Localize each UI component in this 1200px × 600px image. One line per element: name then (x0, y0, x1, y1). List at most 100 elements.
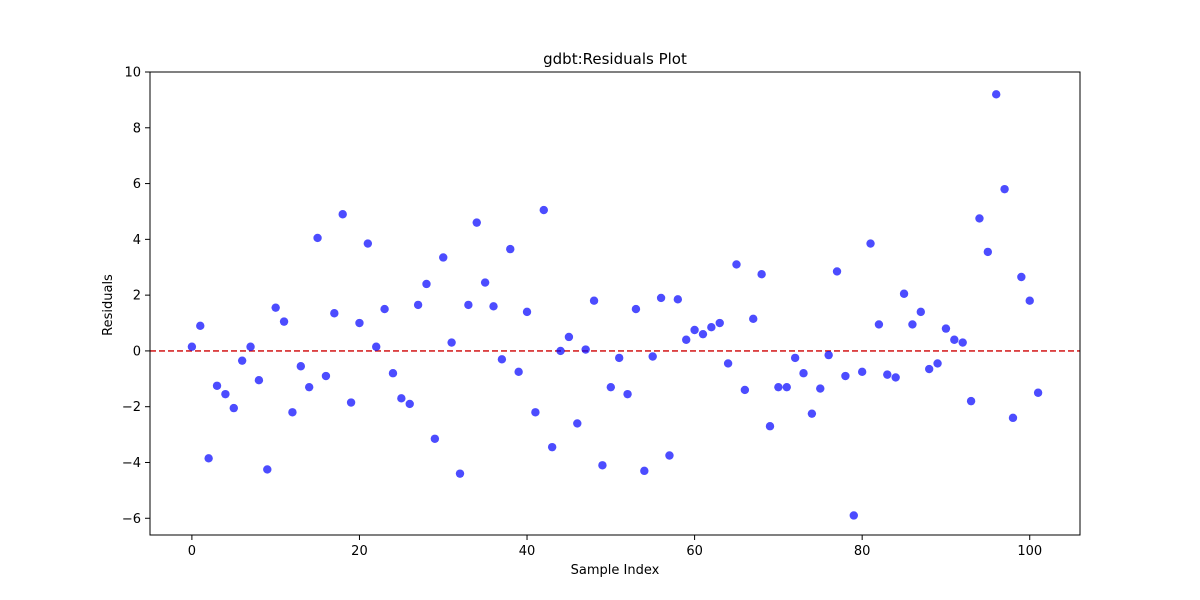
data-point (263, 465, 272, 474)
data-point (966, 396, 976, 406)
data-point (740, 385, 750, 395)
y-tick-label: 4 (133, 233, 141, 248)
data-point (1025, 296, 1034, 305)
data-point (363, 239, 373, 248)
data-point (464, 300, 473, 310)
data-point (480, 278, 490, 287)
data-point (715, 318, 724, 328)
data-point (673, 295, 683, 304)
data-point (824, 350, 833, 360)
data-point (547, 442, 557, 452)
data-point (447, 338, 456, 347)
data-point (765, 422, 775, 431)
data-point (698, 329, 708, 339)
data-point (229, 403, 238, 413)
data-point (506, 244, 515, 254)
y-axis-label: Residuals (101, 274, 116, 336)
data-point (313, 233, 322, 243)
data-point (330, 309, 339, 318)
data-point (522, 307, 532, 317)
data-point (204, 454, 213, 463)
data-point (573, 419, 582, 428)
data-point (422, 279, 431, 289)
data-point (640, 466, 649, 476)
data-point (992, 90, 1001, 99)
data-point (656, 293, 666, 303)
data-point (866, 239, 875, 248)
y-tick-label: 2 (133, 289, 141, 304)
data-point (857, 367, 867, 377)
data-point (874, 320, 884, 329)
data-point (187, 342, 197, 351)
x-tick-label: 20 (351, 544, 368, 559)
data-point (304, 382, 314, 392)
data-point (196, 321, 205, 331)
x-tick-label: 0 (188, 544, 196, 559)
data-point (732, 260, 741, 269)
x-tick-label: 60 (686, 544, 703, 559)
data-point (439, 253, 448, 262)
data-point (757, 270, 766, 279)
data-point (606, 382, 616, 392)
x-tick-label: 40 (519, 544, 536, 559)
data-point (707, 323, 716, 332)
y-tick-label: 10 (124, 66, 141, 81)
plot-area: 0 20 40 60 80 100 −6 −4 −2 0 2 4 6 8 10 (122, 66, 1081, 559)
data-point (514, 367, 523, 377)
data-point (380, 304, 389, 314)
data-point (648, 352, 657, 361)
y-tick-label: −2 (122, 400, 141, 415)
data-point (372, 342, 381, 351)
data-point (288, 408, 297, 417)
data-point (975, 214, 984, 223)
data-point (807, 409, 817, 418)
data-point (774, 382, 783, 392)
y-tick-label: 0 (133, 344, 141, 359)
data-point (623, 389, 632, 399)
data-point (455, 469, 465, 478)
data-point (564, 332, 574, 342)
data-point (690, 325, 699, 335)
data-point (430, 434, 440, 443)
data-point (346, 398, 356, 407)
data-point (321, 371, 331, 381)
data-point (816, 384, 825, 393)
data-point (279, 317, 289, 326)
data-point (782, 382, 791, 392)
data-point (832, 267, 842, 276)
data-point (598, 461, 607, 470)
data-point (237, 356, 247, 365)
data-point (749, 314, 758, 324)
data-point (883, 370, 892, 379)
data-point (665, 451, 674, 460)
data-point (891, 373, 900, 382)
data-point (296, 362, 306, 371)
data-point (933, 359, 942, 368)
data-point (1000, 184, 1009, 194)
data-point (246, 342, 255, 351)
x-tick-label: 100 (1017, 544, 1042, 559)
data-point (497, 355, 507, 364)
data-point (581, 345, 590, 354)
data-point (531, 408, 540, 417)
y-tick-label: 6 (133, 177, 141, 192)
data-point (941, 324, 951, 333)
data-point (950, 335, 959, 344)
data-point (790, 353, 800, 363)
chart-title: gdbt:Residuals Plot (543, 50, 687, 68)
data-point (799, 369, 808, 378)
data-point (539, 205, 548, 215)
x-tick-label: 80 (854, 544, 871, 559)
data-point (614, 353, 624, 363)
data-point (983, 247, 993, 257)
data-point (338, 210, 347, 219)
data-point (254, 376, 264, 385)
y-tick-label: −4 (122, 456, 141, 471)
data-point (958, 338, 967, 347)
data-point (556, 346, 565, 356)
data-point (221, 389, 230, 399)
data-point (489, 302, 498, 311)
data-point (908, 320, 917, 329)
